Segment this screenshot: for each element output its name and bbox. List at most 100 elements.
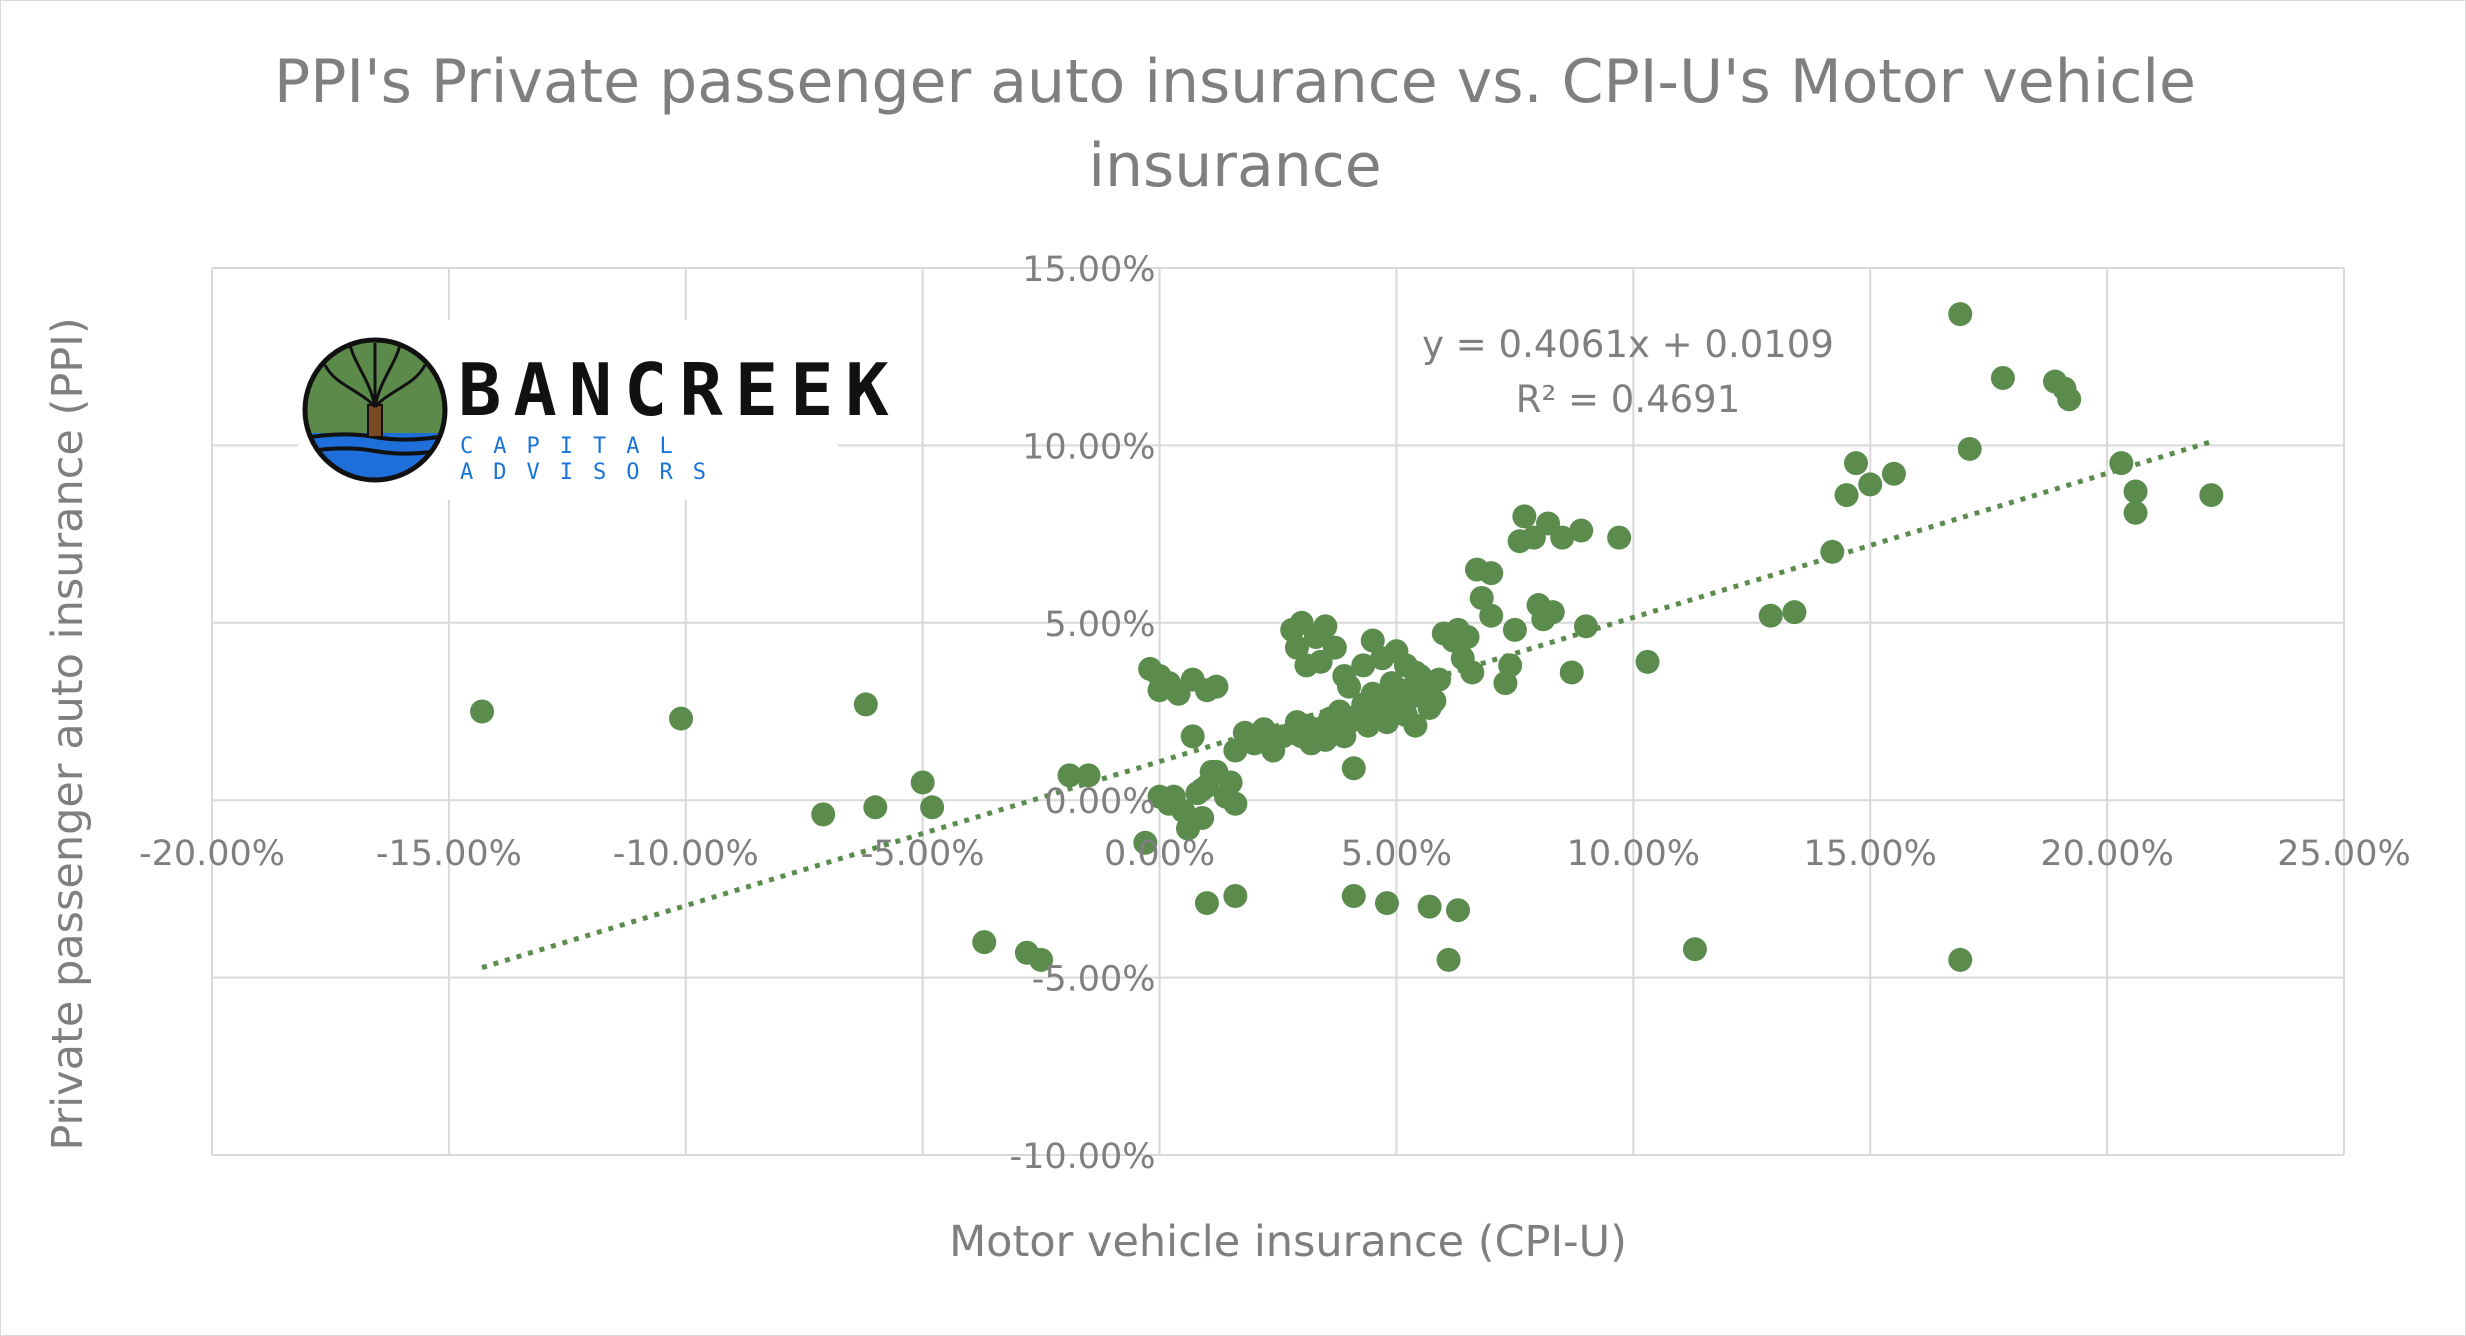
data-point — [1635, 649, 1660, 674]
y-axis-label: Private passenger auto insurance (PPI) — [43, 317, 93, 1150]
data-point — [1782, 600, 1807, 625]
data-point — [1180, 724, 1205, 749]
data-point — [920, 795, 945, 820]
x-tick-label: -5.00% — [861, 834, 985, 874]
data-point — [1322, 635, 1347, 660]
data-point — [1190, 777, 1215, 802]
data-point — [1251, 717, 1276, 742]
data-point — [1341, 883, 1366, 908]
data-point — [2109, 451, 2134, 476]
data-point — [1374, 891, 1399, 916]
data-point — [1199, 759, 1224, 784]
x-tick-label: 10.00% — [1567, 834, 1700, 874]
data-point — [1569, 518, 1594, 543]
y-tick-label: -5.00% — [1032, 960, 1156, 1000]
data-point — [1455, 624, 1480, 649]
data-point — [1076, 763, 1101, 788]
data-point — [1337, 674, 1362, 699]
data-point — [1133, 830, 1158, 855]
data-point — [1204, 674, 1229, 699]
data-point — [1573, 614, 1598, 639]
data-point — [1223, 738, 1248, 763]
data-point — [1948, 302, 1973, 327]
data-point — [470, 699, 495, 724]
data-point — [972, 930, 997, 955]
data-point — [811, 802, 836, 827]
data-point — [910, 770, 935, 795]
data-point — [1218, 770, 1243, 795]
data-point — [1313, 614, 1338, 639]
data-point — [669, 706, 694, 731]
data-point — [1194, 891, 1219, 916]
data-point — [1460, 660, 1485, 685]
bancreek-logo: BANCREEK CAPITAL ADVISORS — [298, 320, 889, 500]
chart-title: PPI's Private passenger auto insurance v… — [274, 47, 2196, 201]
x-tick-label: 25.00% — [2277, 834, 2410, 874]
data-point — [1858, 472, 1883, 497]
data-point — [1957, 436, 1982, 461]
x-tick-label: -10.00% — [613, 834, 759, 874]
data-point — [2057, 387, 2082, 412]
data-point — [1190, 805, 1215, 830]
data-point — [1422, 688, 1447, 713]
data-point — [1057, 763, 1082, 788]
data-point — [1498, 653, 1523, 678]
data-point — [1223, 883, 1248, 908]
data-point — [863, 795, 888, 820]
data-point — [1512, 504, 1537, 529]
data-point — [1479, 561, 1504, 586]
data-point — [2123, 500, 2148, 525]
x-tick-label: 15.00% — [1803, 834, 1936, 874]
tree-emblem-icon — [302, 337, 448, 483]
data-points — [470, 302, 2224, 972]
logo-subtitle: CAPITAL ADVISORS — [460, 434, 726, 485]
y-tick-label: 15.00% — [1022, 250, 1155, 290]
x-tick-label: 20.00% — [2040, 834, 2173, 874]
x-tick-label: -20.00% — [139, 834, 285, 874]
data-point — [1758, 603, 1783, 628]
x-tick-label: 0.00% — [1104, 834, 1215, 874]
y-tick-label: -10.00% — [1009, 1137, 1155, 1177]
data-point — [1351, 653, 1376, 678]
data-point — [1417, 894, 1442, 919]
x-tick-label: 5.00% — [1341, 834, 1452, 874]
data-point — [1834, 483, 1859, 508]
trendline-equation: y = 0.4061x + 0.0109 — [1422, 323, 1834, 366]
data-point — [1341, 756, 1366, 781]
data-point — [1990, 365, 2015, 390]
data-point — [2199, 483, 2224, 508]
data-point — [1540, 600, 1565, 625]
data-point — [1403, 713, 1428, 738]
data-point — [1157, 791, 1182, 816]
data-point — [1446, 898, 1471, 923]
data-point — [1948, 947, 1973, 972]
tick-labels: -20.00% -15.00% -10.00% -5.00% 0.00% 5.00% 10.… — [139, 250, 2411, 1177]
x-axis-label: Motor vehicle insurance (CPI-U) — [949, 1217, 1627, 1267]
data-point — [1682, 937, 1707, 962]
logo-name: BANCREEK — [458, 348, 901, 432]
data-point — [1844, 451, 1869, 476]
data-point — [1403, 660, 1428, 685]
data-point — [1427, 667, 1452, 692]
y-tick-label: 10.00% — [1022, 427, 1155, 467]
data-point — [1820, 539, 1845, 564]
data-point — [1559, 660, 1584, 685]
data-point — [1479, 603, 1504, 628]
data-point — [1607, 525, 1632, 550]
data-point — [1360, 628, 1385, 653]
y-tick-label: 5.00% — [1044, 605, 1155, 645]
trendline-r-squared: R² = 0.4691 — [1516, 378, 1741, 421]
data-point — [1284, 635, 1309, 660]
data-point — [1029, 947, 1054, 972]
data-point — [2123, 479, 2148, 504]
data-point — [1436, 947, 1461, 972]
data-point — [1550, 525, 1575, 550]
x-tick-label: -15.00% — [376, 834, 522, 874]
data-point — [1502, 617, 1527, 642]
data-point — [1881, 461, 1906, 486]
data-point — [1223, 791, 1248, 816]
data-point — [853, 692, 878, 717]
data-point — [1469, 585, 1494, 610]
